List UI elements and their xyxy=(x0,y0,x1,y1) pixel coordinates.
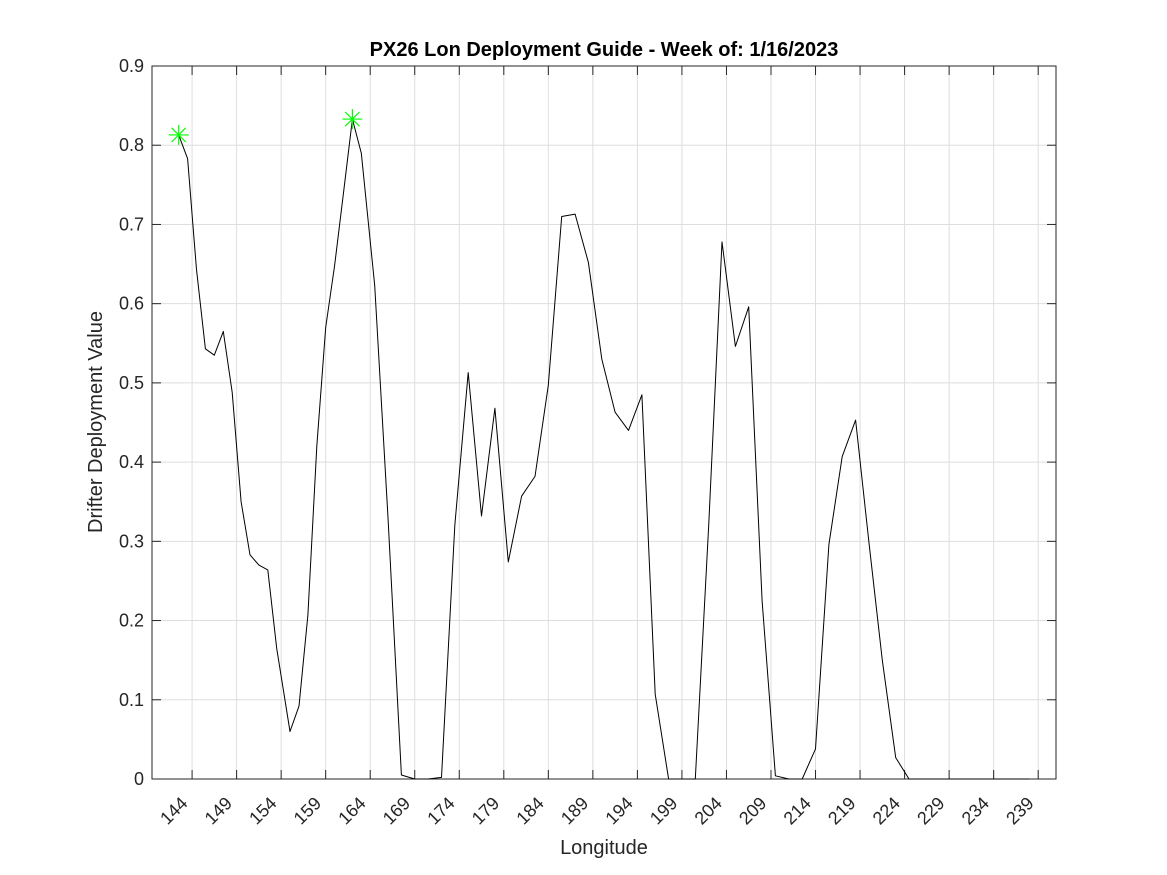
x-tick-label: 169 xyxy=(379,793,414,828)
x-tick-label: 194 xyxy=(601,793,636,828)
y-tick-label: 0.8 xyxy=(119,135,144,155)
x-tick-label: 154 xyxy=(245,793,280,828)
x-tick-label: 239 xyxy=(1002,793,1037,828)
y-tick-label: 0.1 xyxy=(119,690,144,710)
marker-layer xyxy=(168,109,363,145)
x-tick-label: 199 xyxy=(646,793,681,828)
x-tick-label: 229 xyxy=(913,793,948,828)
y-tick-label: 0 xyxy=(134,769,144,789)
y-tick-label: 0.4 xyxy=(119,452,144,472)
series-layer xyxy=(178,118,1030,780)
x-axis-label: Longitude xyxy=(560,837,648,859)
plot-area-background xyxy=(152,66,1056,779)
x-tick-label: 219 xyxy=(824,793,859,828)
x-tick-label: 174 xyxy=(423,793,458,828)
asterisk-marker xyxy=(168,124,189,145)
chart-title: PX26 Lon Deployment Guide - Week of: 1/1… xyxy=(370,39,839,61)
y-tick-label: 0.9 xyxy=(119,56,144,76)
x-tick-label: 164 xyxy=(334,793,369,828)
y-tick-label: 0.3 xyxy=(119,531,144,551)
axis-ticks xyxy=(152,65,1056,780)
x-tick-label: 189 xyxy=(557,793,592,828)
x-tick-label: 144 xyxy=(156,793,191,828)
x-tick-label: 159 xyxy=(290,793,325,828)
x-tick-label: 204 xyxy=(691,793,726,828)
y-tick-labels: 0 0.1 0.2 0.3 0.4 0.5 0.6 0.7 0.8 0.9 xyxy=(119,56,144,789)
y-tick-label: 0.5 xyxy=(119,373,144,393)
x-tick-label: 224 xyxy=(869,793,904,828)
x-tick-label: 209 xyxy=(735,793,770,828)
series-line xyxy=(178,118,1030,780)
x-tick-labels: 144 149 154 159 164 169 174 179 184 189 194 199 204 2… xyxy=(156,793,1037,828)
y-tick-label: 0.6 xyxy=(119,294,144,314)
plot-frame xyxy=(151,65,1057,780)
y-tick-label: 0.7 xyxy=(119,214,144,234)
x-tick-label: 149 xyxy=(201,793,236,828)
x-tick-label: 214 xyxy=(780,793,815,828)
y-axis-label: Drifter Deployment Value xyxy=(85,311,107,533)
x-tick-label: 179 xyxy=(468,793,503,828)
grid-lines xyxy=(152,66,1056,779)
x-tick-label: 184 xyxy=(512,793,547,828)
asterisk-marker xyxy=(342,109,363,130)
x-tick-label: 234 xyxy=(958,793,993,828)
y-tick-label: 0.2 xyxy=(119,611,144,631)
